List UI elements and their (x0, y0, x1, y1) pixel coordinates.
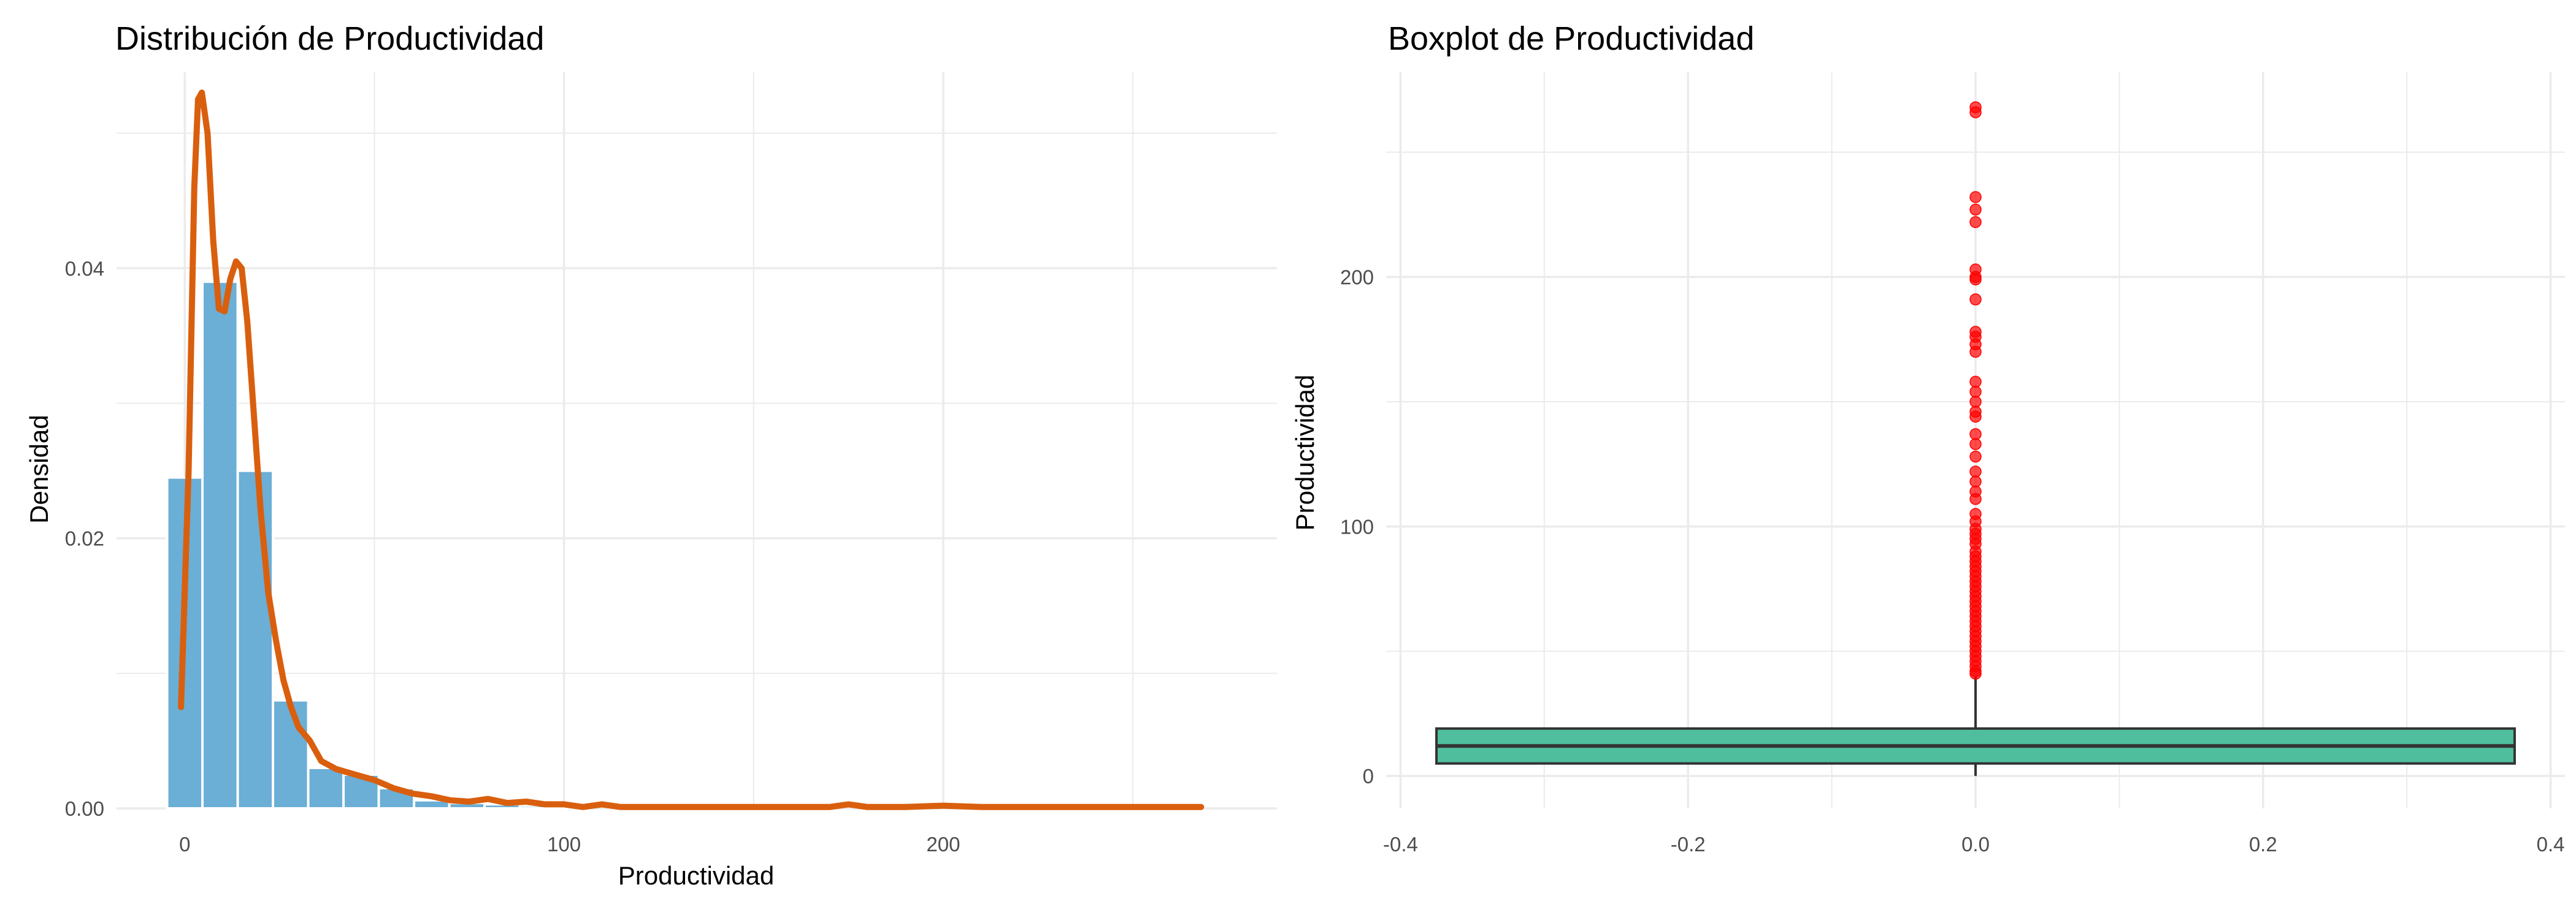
boxplot-panel: Boxplot de Productividad Productividad -… (1288, 0, 2576, 920)
y-tick-label: 100 (1340, 515, 1374, 538)
y-axis-label: Productividad (1290, 375, 1319, 531)
x-tick-label: -0.4 (1383, 833, 1418, 856)
y-tick-label: 0.04 (65, 257, 104, 280)
x-tick-label: 0.0 (1961, 833, 1990, 856)
outlier-point (1969, 191, 1982, 204)
histogram-plot: Productividad Densidad 0 100 200 0.00 0.02 0.… (25, 72, 1277, 890)
chart-title: Distribución de Productividad (115, 20, 545, 57)
chart-title: Boxplot de Productividad (1388, 20, 1755, 57)
x-tick-label: 0.4 (2537, 833, 2565, 856)
outlier-point (1969, 438, 1982, 450)
outlier-point (1969, 428, 1982, 440)
outlier-point (1969, 475, 1982, 488)
outlier-point (1969, 667, 1982, 680)
outlier-point (1969, 493, 1982, 505)
y-axis-label: Densidad (25, 415, 53, 523)
density-histogram-panel: Distribución de Productividad Productivi… (25, 20, 1277, 890)
density-line (178, 90, 1205, 810)
outlier-point (1969, 410, 1982, 423)
y-tick-label: 0 (1363, 765, 1374, 788)
histogram-bar (201, 280, 239, 810)
y-tick-label: 0.02 (65, 527, 104, 550)
x-tick-label: 0.2 (2249, 833, 2277, 856)
outlier-point (1969, 293, 1982, 305)
histogram-bar (272, 699, 310, 810)
x-tick-label: 200 (926, 833, 960, 856)
y-tick-label: 200 (1340, 266, 1374, 289)
plot-area: 0 100 200 0.00 0.02 0.04 (65, 72, 1277, 856)
outlier-point (1969, 273, 1982, 286)
histogram-bar (307, 766, 345, 810)
outlier-point (1969, 203, 1982, 216)
outlier-point (1969, 106, 1982, 118)
outlier-point (1969, 216, 1982, 228)
outlier-point (1969, 375, 1982, 388)
outlier-point (1969, 345, 1982, 358)
outlier-point (1969, 385, 1982, 398)
outlier-point (1969, 450, 1982, 463)
x-tick-label: 0 (179, 833, 190, 856)
outlier-point (1969, 396, 1982, 408)
x-axis-label: Productividad (618, 861, 774, 890)
plot-area: -0.4 -0.2 0.0 0.2 0.4 0 100 200 (1340, 72, 2565, 856)
y-tick-label: 0.00 (65, 797, 104, 820)
x-tick-label: -0.2 (1671, 833, 1706, 856)
x-tick-label: 100 (547, 833, 581, 856)
histogram-bar (236, 469, 275, 810)
outlier-point (1969, 466, 1982, 478)
boxplot-plot: Productividad -0.4 -0.2 0.0 0.2 0.4 0 100 200 (1290, 72, 2565, 856)
